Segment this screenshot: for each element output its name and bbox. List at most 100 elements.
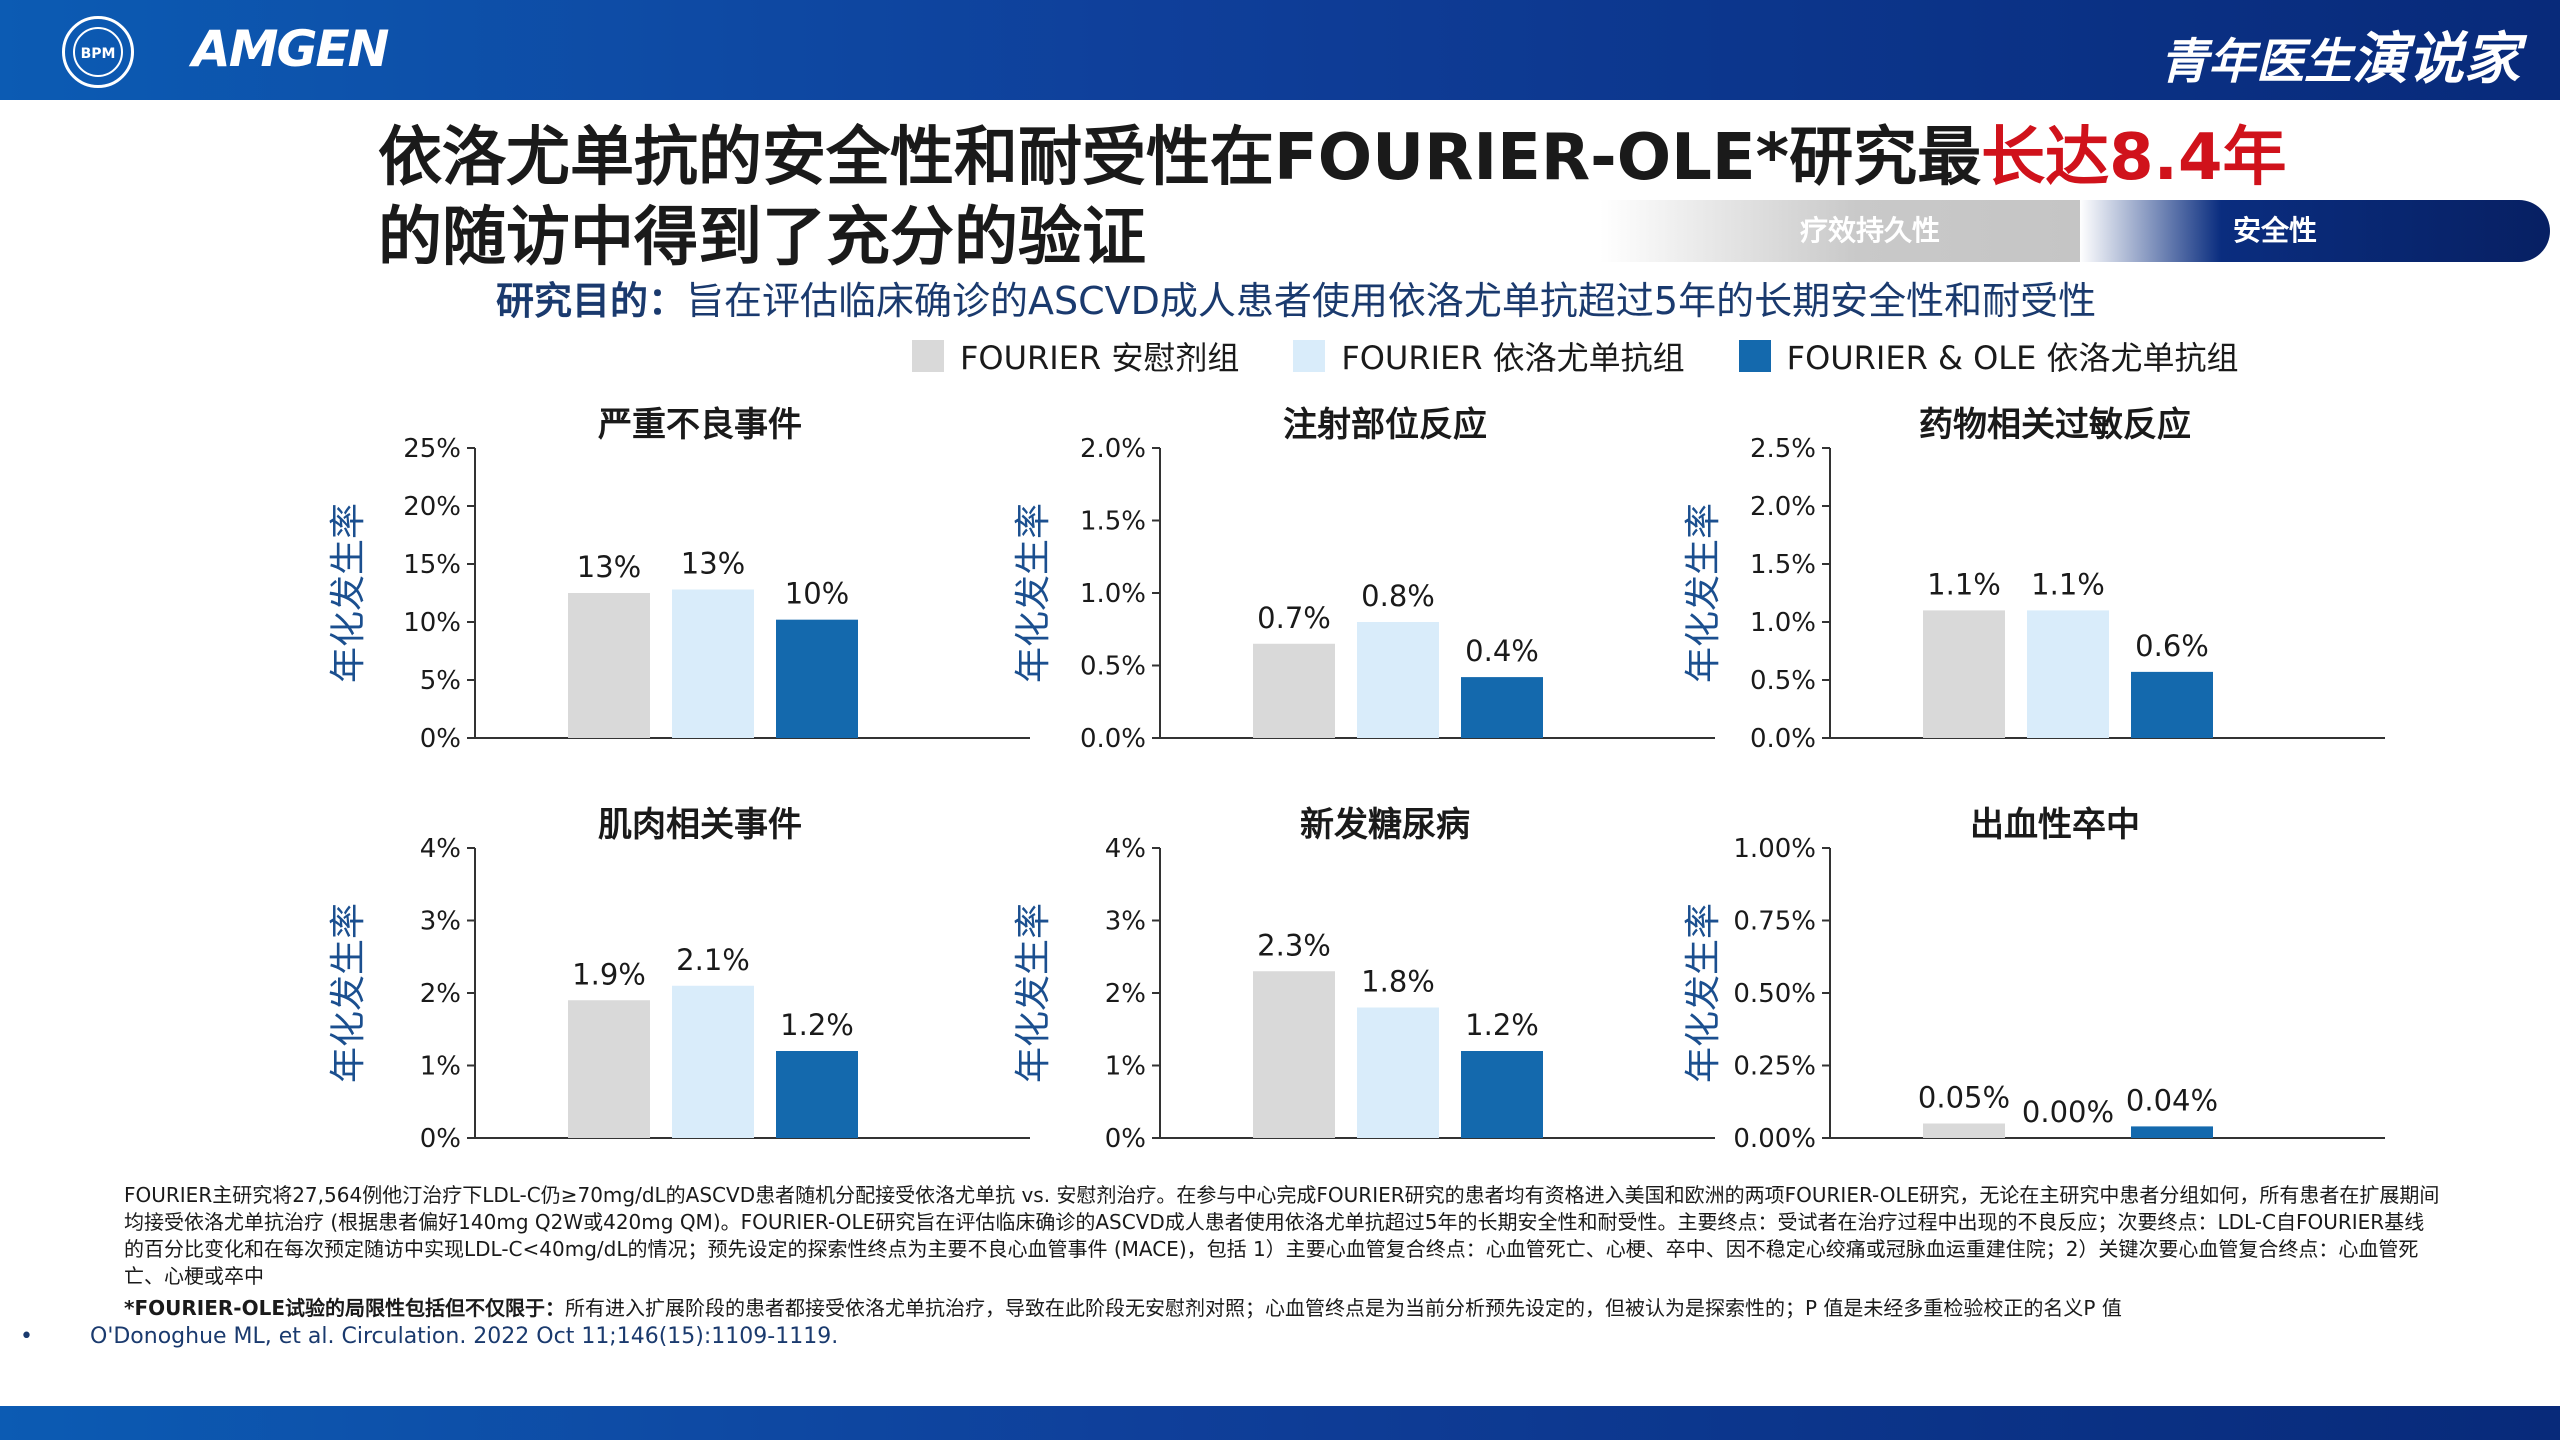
- chart-title: 严重不良事件: [598, 405, 802, 445]
- y-tick-label: 1.0%: [1750, 608, 1816, 638]
- y-tick-label: 1.00%: [1733, 834, 1816, 864]
- bar-evolocumab: [1357, 1007, 1439, 1138]
- y-tick-label: 2%: [1105, 979, 1146, 1009]
- tab-safety: 安全性: [2080, 200, 2550, 262]
- amgen-logo: AMGEN: [192, 20, 389, 78]
- title-part1: 依洛尤单抗的安全性和耐受性在FOURIER-OLE*研究最: [378, 121, 1982, 195]
- bar-evolocumab: [1357, 622, 1439, 738]
- chart-muscle-events: 肌肉相关事件 年化发生率 0% 1% 2% 3% 4% 1.9% 2.1% 1.2%: [328, 805, 1090, 1160]
- bar-placebo: [1253, 643, 1335, 738]
- bar-placebo: [1923, 1123, 2005, 1138]
- bar-evolocumab: [672, 985, 754, 1138]
- tab-efficacy-label: 疗效持久性: [1799, 214, 1940, 247]
- bar-ole: [1461, 1051, 1543, 1138]
- bar-value-label: 1.8%: [1361, 965, 1435, 999]
- bar-value-label: 10%: [785, 577, 849, 611]
- y-tick-label: 0.00%: [1733, 1124, 1816, 1154]
- y-axis-label: 年化发生率: [328, 903, 369, 1083]
- objective-label: 研究目的：: [496, 279, 687, 323]
- top-banner: BPM AMGEN 青年医生演说家: [0, 0, 2560, 100]
- bar-ole: [776, 619, 858, 738]
- y-tick-label: 10%: [403, 608, 461, 638]
- legend-item-evolocumab: FOURIER 依洛尤单抗组: [1293, 333, 1685, 379]
- y-tick-label: 0.25%: [1733, 1052, 1816, 1082]
- title-line2: 的随访中得到了充分的验证: [378, 201, 1146, 275]
- legend-swatch-placebo: [912, 340, 944, 372]
- y-tick-label: 2%: [420, 979, 461, 1009]
- legend-label-placebo: FOURIER 安慰剂组: [960, 339, 1240, 377]
- bar-evolocumab: [672, 589, 754, 738]
- chart-legend: FOURIER 安慰剂组 FOURIER 依洛尤单抗组 FOURIER & OL…: [912, 333, 2293, 379]
- chart-injection-site-reactions: 注射部位反应 年化发生率 0.0% 0.5% 1.0% 1.5% 2.0% 0.7% 0.8% 0…: [1013, 405, 1775, 760]
- y-tick-label: 0.0%: [1750, 724, 1816, 754]
- bar-value-label: 0.00%: [2022, 1095, 2114, 1129]
- y-tick-label: 4%: [1105, 834, 1146, 864]
- bottom-banner: [0, 1406, 2560, 1440]
- y-tick-label: 1.0%: [1080, 579, 1146, 609]
- y-tick-label: 4%: [420, 834, 461, 864]
- limitations-note: *FOURIER-OLE试验的局限性包括但不仅限于：所有进入扩展阶段的患者都接受…: [124, 1292, 2484, 1321]
- bar-value-label: 0.05%: [1918, 1081, 2010, 1115]
- bar-placebo: [568, 593, 650, 738]
- reference-bullet: •: [20, 1324, 33, 1349]
- legend-label-ole: FOURIER & OLE 依洛尤单抗组: [1786, 339, 2239, 377]
- chart-title: 注射部位反应: [1283, 405, 1487, 445]
- study-objective: 研究目的：旨在评估临床确诊的ASCVD成人患者使用依洛尤单抗超过5年的长期安全性…: [496, 270, 2096, 325]
- bar-value-label: 0.4%: [1465, 634, 1539, 668]
- y-axis-label: 年化发生率: [1013, 903, 1054, 1083]
- legend-label-evolocumab: FOURIER 依洛尤单抗组: [1341, 339, 1685, 377]
- bar-value-label: 1.2%: [1465, 1008, 1539, 1042]
- y-tick-label: 25%: [403, 434, 461, 464]
- y-tick-label: 0%: [1105, 1124, 1146, 1154]
- bar-value-label: 2.3%: [1257, 928, 1331, 962]
- bar-value-label: 1.1%: [2031, 567, 2105, 601]
- y-tick-label: 3%: [1105, 907, 1146, 937]
- bar-value-label: 0.6%: [2135, 629, 2209, 663]
- y-tick-label: 0.0%: [1080, 724, 1146, 754]
- slide-title: 依洛尤单抗的安全性和耐受性在FOURIER-OLE*研究最长达8.4年 的随访中…: [378, 118, 2287, 278]
- y-tick-label: 2.0%: [1080, 434, 1146, 464]
- bar-placebo: [1253, 971, 1335, 1138]
- brand-logo-part2: 演说家: [2352, 27, 2520, 92]
- reference-text: O'Donoghue ML, et al. Circulation. 2022 …: [90, 1324, 839, 1349]
- bar-ole: [776, 1051, 858, 1138]
- bar-ole: [2131, 1126, 2213, 1138]
- bar-ole: [2131, 671, 2213, 738]
- y-tick-label: 3%: [420, 907, 461, 937]
- y-tick-label: 0.5%: [1080, 652, 1146, 682]
- objective-text: 旨在评估临床确诊的ASCVD成人患者使用依洛尤单抗超过5年的长期安全性和耐受性: [686, 279, 2097, 323]
- y-tick-label: 2.0%: [1750, 492, 1816, 522]
- bar-placebo: [568, 1000, 650, 1138]
- reference: • O'Donoghue ML, et al. Circulation. 2022…: [20, 1324, 838, 1349]
- y-tick-label: 0%: [420, 724, 461, 754]
- y-axis-label: 年化发生率: [1013, 503, 1054, 683]
- chart-serious-adverse-events: 严重不良事件 年化发生率 0% 5% 10% 15% 20% 25% 13% 13% 10%: [328, 405, 1090, 760]
- y-tick-label: 15%: [403, 550, 461, 580]
- bar-ole: [1461, 677, 1543, 738]
- y-axis-label: 年化发生率: [328, 503, 369, 683]
- y-tick-label: 5%: [420, 666, 461, 696]
- title-highlight: 长达8.4年: [1981, 121, 2287, 195]
- bar-value-label: 1.2%: [780, 1008, 854, 1042]
- bar-value-label: 1.1%: [1927, 567, 2001, 601]
- tab-safety-label: 安全性: [2232, 214, 2317, 247]
- bar-value-label: 0.7%: [1257, 601, 1331, 635]
- chart-title: 肌肉相关事件: [598, 805, 802, 845]
- y-axis-label: 年化发生率: [1683, 903, 1724, 1083]
- y-tick-label: 0%: [420, 1124, 461, 1154]
- legend-swatch-ole: [1738, 340, 1771, 372]
- y-tick-label: 0.5%: [1750, 666, 1816, 696]
- brand-logo-part1: 青年医生: [2159, 34, 2352, 90]
- chart-drug-allergy: 药物相关过敏反应 年化发生率 0.0% 0.5% 1.0% 1.5% 2.0% 2.5% 1.1…: [1683, 405, 2445, 760]
- y-tick-label: 1.5%: [1080, 507, 1146, 537]
- y-tick-label: 1.5%: [1750, 550, 1816, 580]
- bar-placebo: [1923, 610, 2005, 738]
- y-tick-label: 0.50%: [1733, 979, 1816, 1009]
- bar-evolocumab: [2027, 610, 2109, 738]
- bar-value-label: 13%: [577, 550, 641, 584]
- bar-value-label: 0.04%: [2126, 1083, 2218, 1117]
- y-tick-label: 0.75%: [1733, 907, 1816, 937]
- legend-swatch-evolocumab: [1293, 340, 1326, 372]
- legend-item-ole: FOURIER & OLE 依洛尤单抗组: [1738, 333, 2239, 379]
- bar-value-label: 1.9%: [572, 957, 646, 991]
